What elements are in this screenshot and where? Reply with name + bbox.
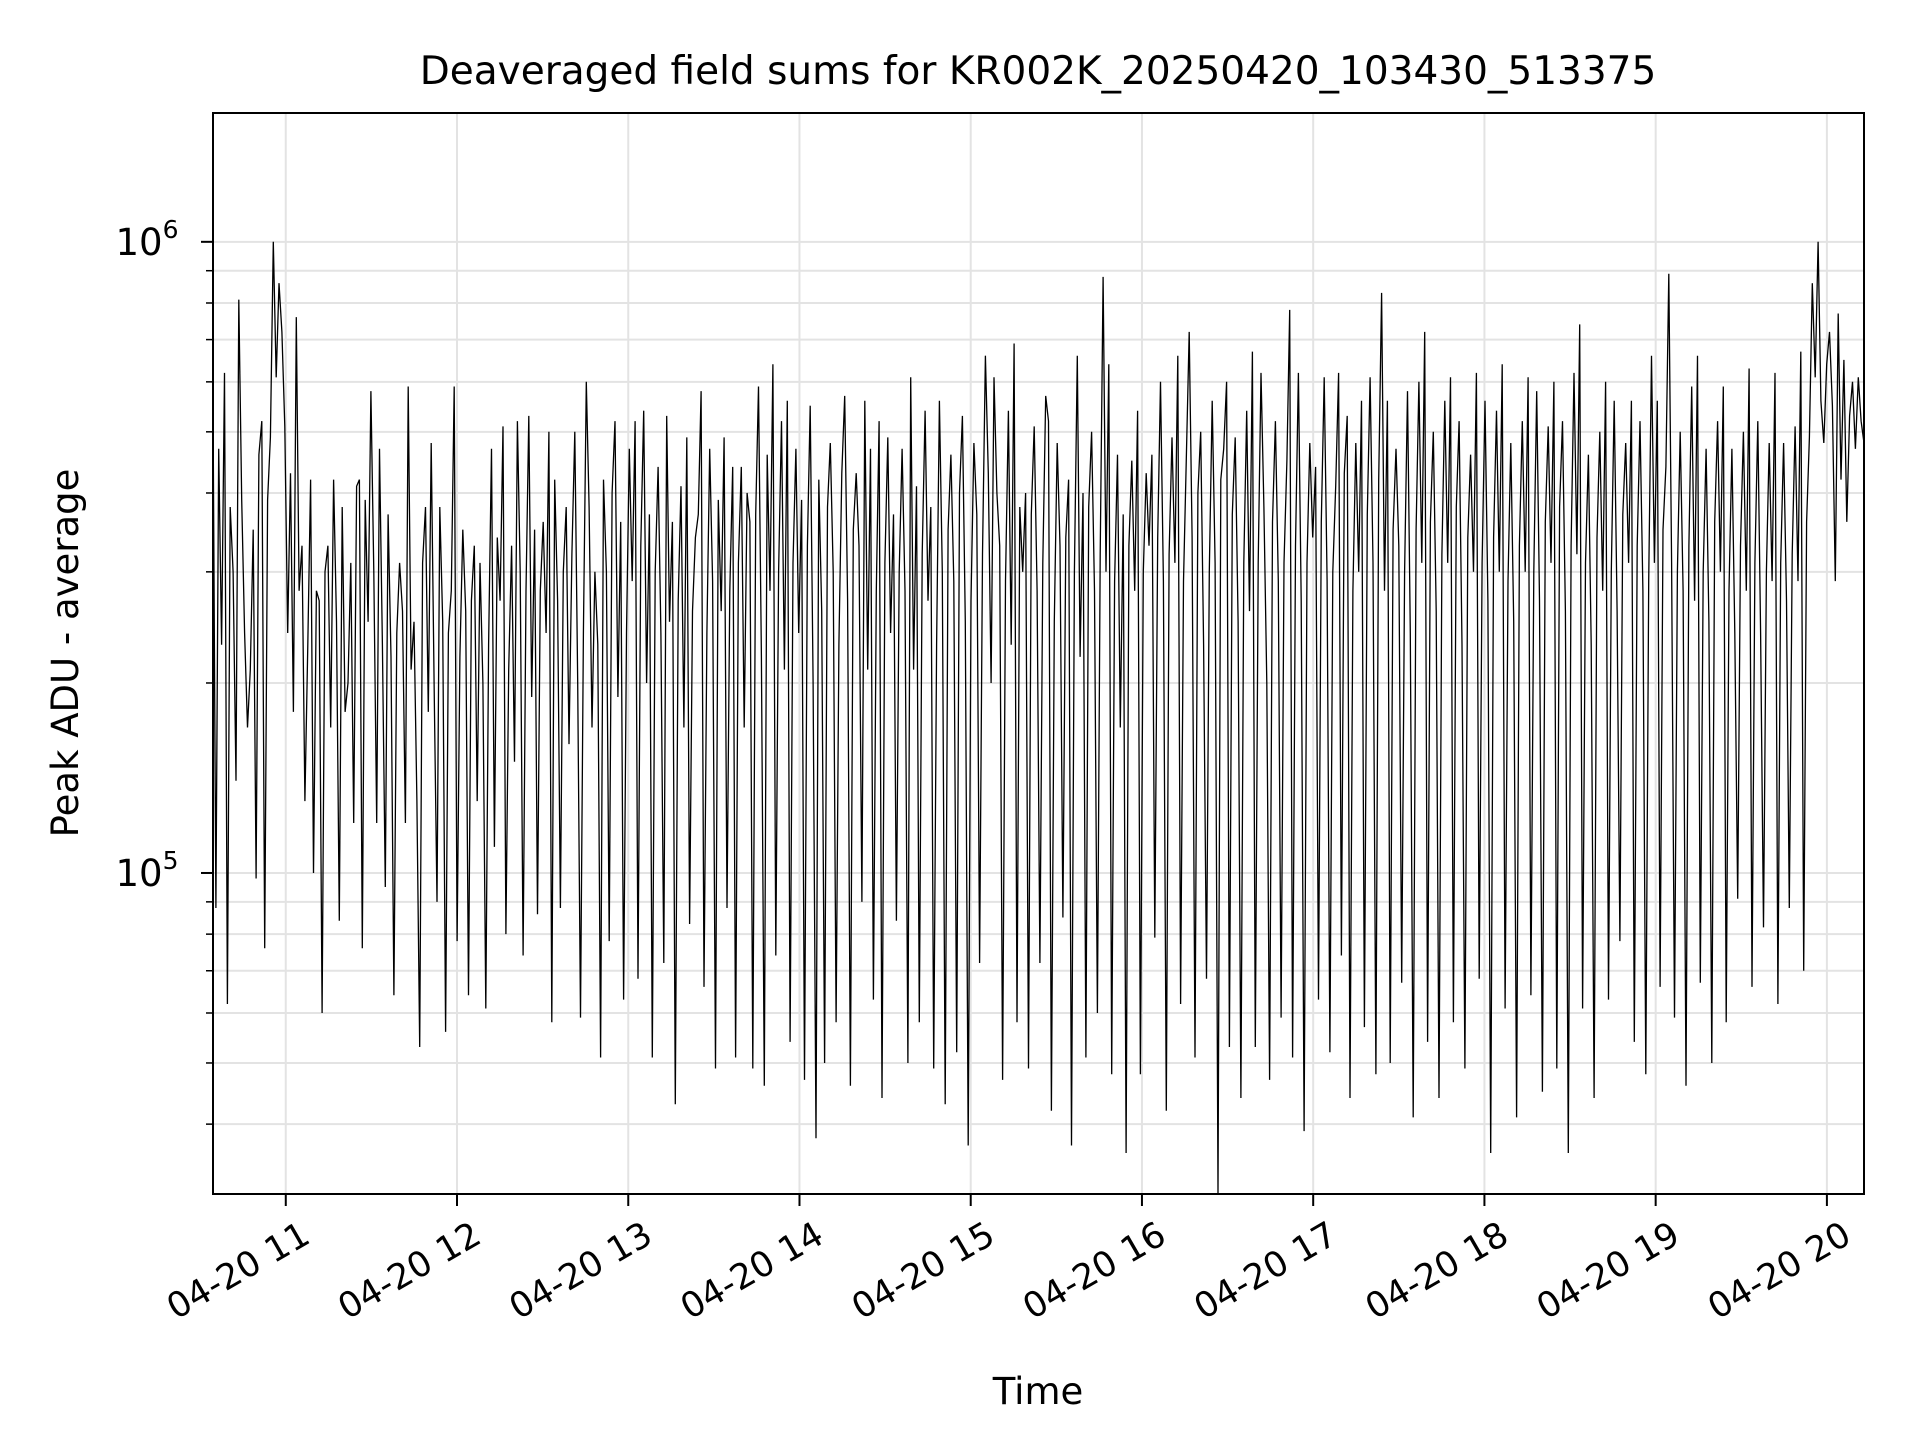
series-line (212, 241, 1865, 1195)
x-axis-label: Time (992, 1370, 1084, 1413)
chart-title: Deaveraged field sums for KR002K_2025042… (420, 49, 1657, 94)
x-tick-label: 04-20 11 (160, 1215, 316, 1328)
x-tick-label: 04-20 13 (503, 1215, 659, 1328)
y-axis-label: Peak ADU - average (44, 469, 87, 838)
data-series (212, 241, 1865, 1195)
x-tick-label: 04-20 15 (845, 1215, 1001, 1328)
plot-frame (212, 112, 1865, 1195)
x-tick-label: 04-20 17 (1188, 1215, 1344, 1328)
x-tick-label: 04-20 16 (1017, 1215, 1173, 1328)
grid-lines (213, 113, 1864, 1194)
x-tick-label: 04-20 20 (1702, 1215, 1858, 1328)
y-tick-label: 105 (116, 846, 179, 895)
x-tick-label: 04-20 12 (332, 1215, 488, 1328)
y-tick-label: 106 (116, 215, 179, 264)
x-axis: 04-20 11 04-20 12 04-20 13 04-20 14 04-20 15… (160, 1194, 1858, 1328)
y-axis: 105 106 (116, 215, 213, 1125)
x-tick-label: 04-20 18 (1359, 1215, 1515, 1328)
x-tick-label: 04-20 14 (674, 1215, 830, 1328)
x-tick-label: 04-20 19 (1530, 1215, 1686, 1328)
